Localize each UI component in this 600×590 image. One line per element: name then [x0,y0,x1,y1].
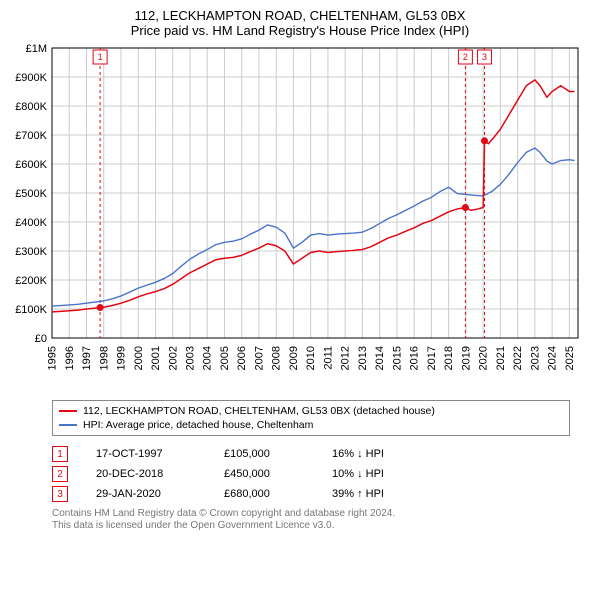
svg-text:2002: 2002 [167,346,179,370]
chart-svg: £0 £100K £200K £300K £400K £500K £600K £700K £80… [10,42,590,394]
sale-price-2: £450,000 [224,468,304,480]
svg-text:2: 2 [463,52,468,62]
sale-badge-3: 3 [52,486,68,502]
sale-price-3: £680,000 [224,488,304,500]
svg-text:2011: 2011 [322,346,334,370]
svg-text:1995: 1995 [47,346,59,370]
sale-row-2: 2 20-DEC-2018 £450,000 10% ↓ HPI [52,464,570,484]
svg-text:2012: 2012 [340,346,352,370]
svg-text:£1M: £1M [26,43,47,55]
svg-text:1998: 1998 [98,346,110,370]
footnote-line-1: Contains HM Land Registry data © Crown c… [52,508,570,520]
svg-text:2001: 2001 [150,346,162,370]
sale-row-3: 3 29-JAN-2020 £680,000 39% ↑ HPI [52,484,570,504]
svg-text:2007: 2007 [253,346,265,370]
legend-swatch-2 [59,424,77,426]
svg-text:£600K: £600K [15,159,47,171]
title-line-2: Price paid vs. HM Land Registry's House … [10,23,590,38]
sale-price-1: £105,000 [224,448,304,460]
sale-date-1: 17-OCT-1997 [96,448,196,460]
svg-text:2006: 2006 [236,346,248,370]
svg-text:£0: £0 [35,333,47,345]
svg-text:2008: 2008 [271,346,283,370]
sale-row-1: 1 17-OCT-1997 £105,000 16% ↓ HPI [52,444,570,464]
svg-text:1999: 1999 [116,346,128,370]
title-line-1: 112, LECKHAMPTON ROAD, CHELTENHAM, GL53 … [10,8,590,23]
svg-text:1996: 1996 [64,346,76,370]
svg-text:3: 3 [482,52,487,62]
svg-text:£400K: £400K [15,217,47,229]
svg-text:2023: 2023 [529,346,541,370]
svg-text:£900K: £900K [15,72,47,84]
footnote: Contains HM Land Registry data © Crown c… [52,508,570,532]
svg-text:2020: 2020 [478,346,490,370]
svg-text:2004: 2004 [202,346,214,370]
svg-text:£800K: £800K [15,101,47,113]
svg-text:2016: 2016 [409,346,421,370]
sale-date-3: 29-JAN-2020 [96,488,196,500]
svg-text:2003: 2003 [184,346,196,370]
svg-text:£100K: £100K [15,304,47,316]
svg-text:£700K: £700K [15,130,47,142]
svg-text:2017: 2017 [426,346,438,370]
sale-badge-1: 1 [52,446,68,462]
legend-label-1: 112, LECKHAMPTON ROAD, CHELTENHAM, GL53 … [83,404,435,418]
sale-date-2: 20-DEC-2018 [96,468,196,480]
chart: £0 £100K £200K £300K £400K £500K £600K £700K £80… [10,42,590,394]
sale-delta-1: 16% ↓ HPI [332,448,422,460]
sale-badge-2: 2 [52,466,68,482]
legend: 112, LECKHAMPTON ROAD, CHELTENHAM, GL53 … [52,400,570,436]
footnote-line-2: This data is licensed under the Open Gov… [52,520,570,532]
svg-text:2018: 2018 [443,346,455,370]
legend-swatch-1 [59,410,77,412]
svg-text:£300K: £300K [15,246,47,258]
svg-text:2013: 2013 [357,346,369,370]
svg-text:2005: 2005 [219,346,231,370]
legend-label-2: HPI: Average price, detached house, Chel… [83,418,313,432]
svg-text:2009: 2009 [288,346,300,370]
sale-delta-2: 10% ↓ HPI [332,468,422,480]
sales-table: 1 17-OCT-1997 £105,000 16% ↓ HPI 2 20-DE… [52,444,570,504]
svg-text:£500K: £500K [15,188,47,200]
sale-delta-3: 39% ↑ HPI [332,488,422,500]
svg-text:2024: 2024 [547,346,559,370]
svg-text:1997: 1997 [81,346,93,370]
svg-text:2021: 2021 [495,346,507,370]
legend-row-2: HPI: Average price, detached house, Chel… [59,418,563,432]
svg-text:2010: 2010 [305,346,317,370]
svg-text:2019: 2019 [460,346,472,370]
svg-text:1: 1 [98,52,103,62]
page: 112, LECKHAMPTON ROAD, CHELTENHAM, GL53 … [0,0,600,590]
svg-text:2014: 2014 [374,346,386,370]
svg-text:2022: 2022 [512,346,524,370]
svg-text:£200K: £200K [15,275,47,287]
svg-text:2015: 2015 [391,346,403,370]
legend-row-1: 112, LECKHAMPTON ROAD, CHELTENHAM, GL53 … [59,404,563,418]
svg-text:2000: 2000 [133,346,145,370]
svg-text:2025: 2025 [564,346,576,370]
